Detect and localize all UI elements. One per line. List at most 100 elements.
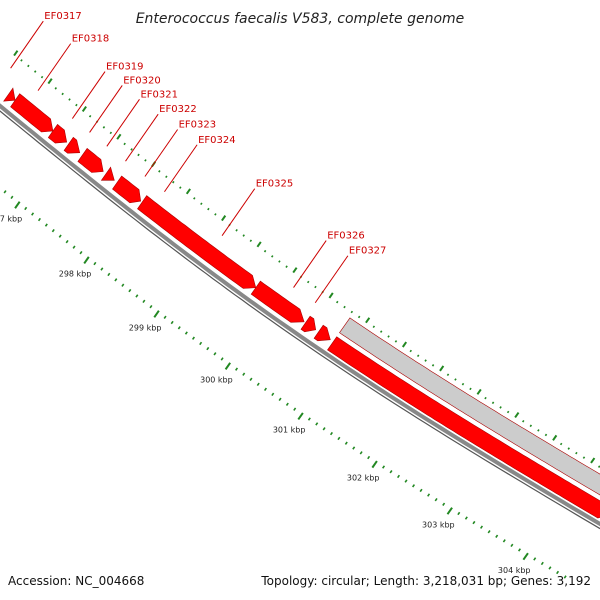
outer-tick xyxy=(54,87,58,90)
inner-tick xyxy=(128,288,132,293)
gene-label[interactable]: EF0321 xyxy=(140,89,178,100)
outer-tick xyxy=(394,340,398,343)
gene-label[interactable]: EF0323 xyxy=(179,120,217,131)
inner-tick-ring xyxy=(3,190,567,579)
inner-tick xyxy=(446,507,453,515)
outer-tick xyxy=(165,175,168,179)
outer-tick xyxy=(144,159,147,162)
gene-arrow[interactable] xyxy=(327,336,600,519)
outer-tick xyxy=(137,153,140,157)
inner-tick xyxy=(163,315,167,319)
gene-label-leader xyxy=(164,144,198,193)
outer-tick xyxy=(357,315,361,319)
inner-tick xyxy=(322,427,326,431)
kbp-label: 297 kbp xyxy=(0,214,22,223)
gene-label-leader xyxy=(71,71,106,119)
inner-tick xyxy=(464,516,468,520)
inner-tick xyxy=(206,346,210,351)
inner-tick xyxy=(352,446,356,450)
kbp-label: 302 kbp xyxy=(347,474,380,483)
gene-label[interactable]: EF0317 xyxy=(44,11,82,22)
outer-tick xyxy=(372,325,376,329)
gene-label-leader xyxy=(144,129,179,177)
outer-tick xyxy=(409,349,412,353)
gene-arrow[interactable] xyxy=(300,315,317,333)
outer-tick xyxy=(343,305,346,309)
inner-tick xyxy=(382,465,386,469)
gene-label-leader xyxy=(221,188,256,236)
inner-tick xyxy=(278,397,282,401)
inner-tick xyxy=(389,470,393,474)
inner-tick xyxy=(199,341,203,346)
outer-tick xyxy=(416,354,420,358)
outer-tick xyxy=(172,180,175,184)
inner-tick xyxy=(184,331,188,335)
outer-tick xyxy=(537,429,540,432)
outer-tick xyxy=(476,388,482,395)
inner-tick xyxy=(548,566,552,570)
inner-tick xyxy=(153,310,160,318)
outer-tick xyxy=(109,131,113,135)
genome-summary-text: Topology: circular; Length: 3,218,031 bp… xyxy=(261,574,591,588)
outer-tick xyxy=(47,78,53,85)
inner-tick xyxy=(522,552,529,561)
outer-tick xyxy=(102,126,106,129)
gene-arrow[interactable] xyxy=(250,280,305,323)
outer-tick xyxy=(439,365,445,372)
outer-tick xyxy=(552,434,558,441)
outer-tick xyxy=(193,197,196,200)
gene-label-leader xyxy=(106,99,140,147)
outer-tick xyxy=(522,419,525,423)
gene-arrow[interactable] xyxy=(137,195,257,289)
inner-tick xyxy=(58,234,62,238)
gene-label[interactable]: EF0319 xyxy=(106,62,144,73)
gene-label-leader xyxy=(125,113,159,162)
inner-tick xyxy=(44,223,48,227)
gene-arrow-highlight[interactable] xyxy=(339,317,600,501)
inner-tick xyxy=(149,304,153,309)
gene-arrow[interactable] xyxy=(77,147,104,173)
gene-label-leader xyxy=(314,255,349,304)
kbp-label-layer: 297 kbp 298 kbp 299 kbp 300 kbp 301 kbp 302 k… xyxy=(0,214,531,574)
gene-label[interactable]: EF0326 xyxy=(327,231,365,242)
outer-tick xyxy=(75,103,78,107)
inner-tick xyxy=(224,362,231,370)
gene-arrow[interactable] xyxy=(10,93,54,133)
gene-arrow[interactable] xyxy=(47,123,68,144)
inner-tick xyxy=(371,460,378,469)
gene-label[interactable]: EF0320 xyxy=(123,75,161,86)
inner-tick xyxy=(293,407,297,411)
gene-label[interactable]: EF0324 xyxy=(198,135,236,146)
gene-arrow[interactable] xyxy=(63,136,81,154)
inner-tick xyxy=(51,228,55,233)
outer-tick xyxy=(401,341,408,348)
inner-tick xyxy=(479,525,484,529)
backbone-line xyxy=(0,103,600,527)
outer-tick xyxy=(68,98,71,101)
outer-tick xyxy=(484,396,487,400)
outer-tick xyxy=(256,241,262,248)
gene-label[interactable]: EF0327 xyxy=(349,246,387,257)
inner-tick xyxy=(220,357,224,361)
gene-label[interactable]: EF0325 xyxy=(256,179,294,190)
gene-label[interactable]: EF0322 xyxy=(159,104,197,115)
inner-tick xyxy=(107,272,111,277)
outer-tick xyxy=(336,300,339,304)
gene-arrow[interactable] xyxy=(313,324,331,342)
inner-tick xyxy=(495,534,499,538)
inner-tick xyxy=(472,520,476,525)
inner-tick xyxy=(191,336,196,340)
gene-arrow[interactable] xyxy=(100,166,115,181)
gene-label[interactable]: EF0318 xyxy=(72,34,110,45)
gene-arrow[interactable] xyxy=(112,175,142,204)
gene-arrow[interactable] xyxy=(3,87,16,102)
inner-tick xyxy=(170,320,174,325)
inner-tick xyxy=(556,570,560,575)
outer-tick xyxy=(185,188,191,195)
outer-tick xyxy=(285,265,288,268)
inner-tick xyxy=(14,201,21,209)
outer-tick xyxy=(40,75,44,79)
inner-tick xyxy=(83,256,90,265)
kbp-label: 299 kbp xyxy=(129,323,162,332)
inner-tick xyxy=(419,488,423,493)
